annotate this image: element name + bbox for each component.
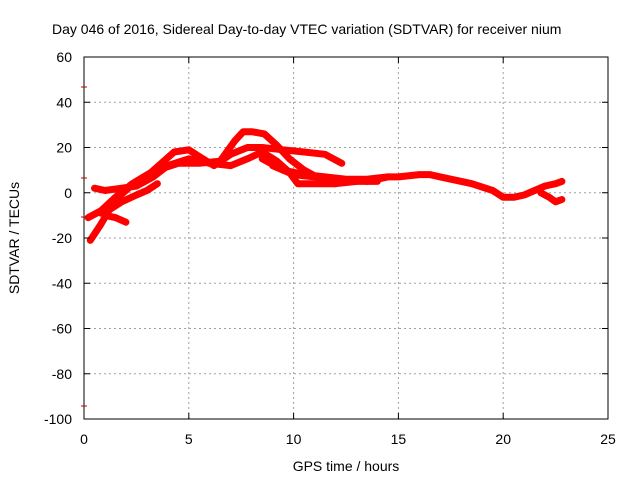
- y-tick-label: 60: [56, 49, 72, 65]
- x-tick-labels: 0 5 10 15 20 25: [80, 431, 616, 447]
- y-tick-label: -80: [52, 366, 72, 382]
- chart-title: Day 046 of 2016, Sidereal Day-to-day VTE…: [52, 21, 561, 37]
- x-tick-label: 0: [80, 431, 88, 447]
- y-axis-label: SDTVAR / TECUs: [6, 182, 22, 294]
- x-tick-label: 25: [600, 431, 616, 447]
- y-tick-label: 20: [56, 140, 72, 156]
- series-line-track-4: [97, 180, 161, 217]
- series-line-track-7: [269, 162, 381, 185]
- series-layer: [84, 128, 566, 244]
- series-line-track-3: [91, 148, 360, 194]
- axis-edge-marks: [81, 86, 87, 407]
- tick-layer: [83, 56, 609, 420]
- series-line-track-5: [101, 211, 130, 226]
- x-tick-label: 10: [286, 431, 302, 447]
- y-tick-label: -20: [52, 230, 72, 246]
- y-tick-label: 40: [56, 94, 72, 110]
- y-tick-labels: -100 -80 -60 -40 -20 0 20 40 60: [44, 49, 72, 427]
- y-tick-label: -100: [44, 411, 72, 427]
- x-tick-label: 5: [185, 431, 193, 447]
- x-axis-label: GPS time / hours: [293, 458, 400, 474]
- y-tick-label: -60: [52, 321, 72, 337]
- series-line-track-9: [537, 189, 566, 206]
- y-tick-label: 0: [64, 185, 72, 201]
- series-line-track-8: [363, 171, 566, 201]
- x-tick-label: 15: [391, 431, 407, 447]
- y-tick-label: -40: [52, 275, 72, 291]
- grid-layer: [84, 57, 608, 419]
- x-tick-label: 20: [495, 431, 511, 447]
